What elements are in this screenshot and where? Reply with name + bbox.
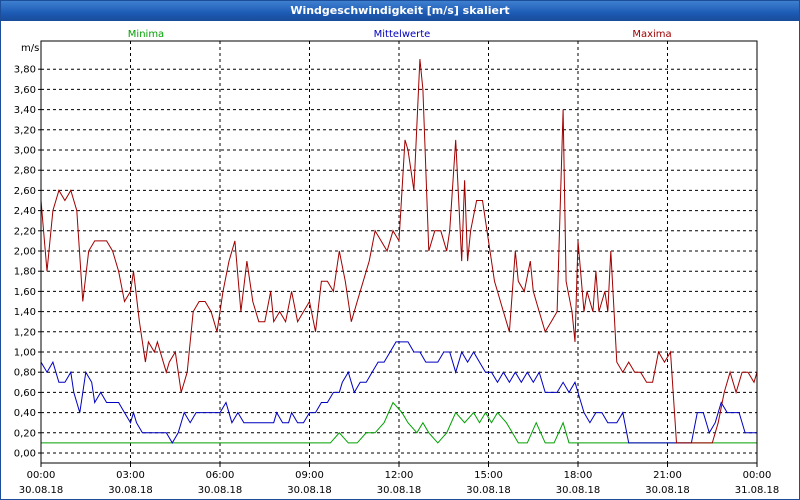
x-tick-time: 06:00: [206, 470, 235, 481]
legend-minima: Minima: [128, 29, 164, 40]
y-tick-label: 2,00: [14, 247, 36, 258]
y-tick-label: 1,00: [14, 348, 36, 359]
y-tick-label: 3,40: [14, 105, 36, 116]
x-tick-date: 31.08.18: [735, 485, 780, 496]
x-tick-time: 12:00: [385, 470, 414, 481]
x-tick-date: 30.08.18: [466, 485, 511, 496]
y-tick-label: 0,40: [14, 408, 36, 419]
y-tick-label: 2,40: [14, 206, 36, 217]
x-tick-date: 30.08.18: [287, 485, 332, 496]
y-tick-label: 2,20: [14, 226, 36, 237]
x-tick-date: 30.08.18: [556, 485, 601, 496]
legend-mittelwerte: Mittelwerte: [374, 29, 431, 40]
x-tick-date: 30.08.18: [108, 485, 153, 496]
x-tick-time: 15:00: [474, 470, 503, 481]
y-tick-label: 1,40: [14, 307, 36, 318]
y-tick-label: 3,80: [14, 65, 36, 76]
x-tick-time: 03:00: [116, 470, 145, 481]
y-tick-label: 1,60: [14, 287, 36, 298]
chart-grid: [41, 41, 757, 463]
x-tick-time: 18:00: [564, 470, 593, 481]
y-tick-label: 2,80: [14, 166, 36, 177]
y-tick-label: 1,20: [14, 327, 36, 338]
x-tick-time: 00:00: [743, 470, 772, 481]
chart-series: [40, 59, 758, 444]
x-tick-date: 30.08.18: [198, 485, 243, 496]
window-title: Windgeschwindigkeit [m/s] skaliert: [1, 1, 799, 21]
y-tick-label: 1,80: [14, 267, 36, 278]
x-axis-ticks: 00:00 30.08.18 03:00 30.08.18 06:00 30.08.18 0…: [19, 463, 780, 496]
y-tick-label: 0,80: [14, 368, 36, 379]
y-tick-label: 3,00: [14, 146, 36, 157]
x-tick-time: 00:00: [27, 470, 56, 481]
y-tick-label: 3,20: [14, 125, 36, 136]
x-tick-date: 30.08.18: [19, 485, 64, 496]
plot-frame: [40, 40, 758, 464]
y-axis-unit: m/s: [21, 43, 39, 54]
x-tick-date: 30.08.18: [645, 485, 690, 496]
series-line-maxima: [40, 59, 758, 444]
y-tick-label: 0,00: [14, 449, 36, 460]
x-tick-date: 30.08.18: [377, 485, 422, 496]
series-line-mittelwerte: [40, 341, 757, 444]
y-tick-label: 0,20: [14, 428, 36, 439]
wind-speed-chart: Minima Mittelwerte Maxima m/s 0,000,200,…: [14, 29, 780, 496]
x-tick-time: 09:00: [295, 470, 324, 481]
y-axis-ticks: 0,00 0,20 0,40 0,60 0,80 1,00 1,20 1,40 1,60 1,80…: [14, 65, 41, 460]
y-tick-label: 0,60: [14, 388, 36, 399]
x-tick-time: 21:00: [653, 470, 682, 481]
y-tick-label: 2,60: [14, 186, 36, 197]
y-tick-label: 3,60: [14, 85, 36, 96]
legend-maxima: Maxima: [632, 29, 671, 40]
series-line-minima: [41, 401, 757, 444]
